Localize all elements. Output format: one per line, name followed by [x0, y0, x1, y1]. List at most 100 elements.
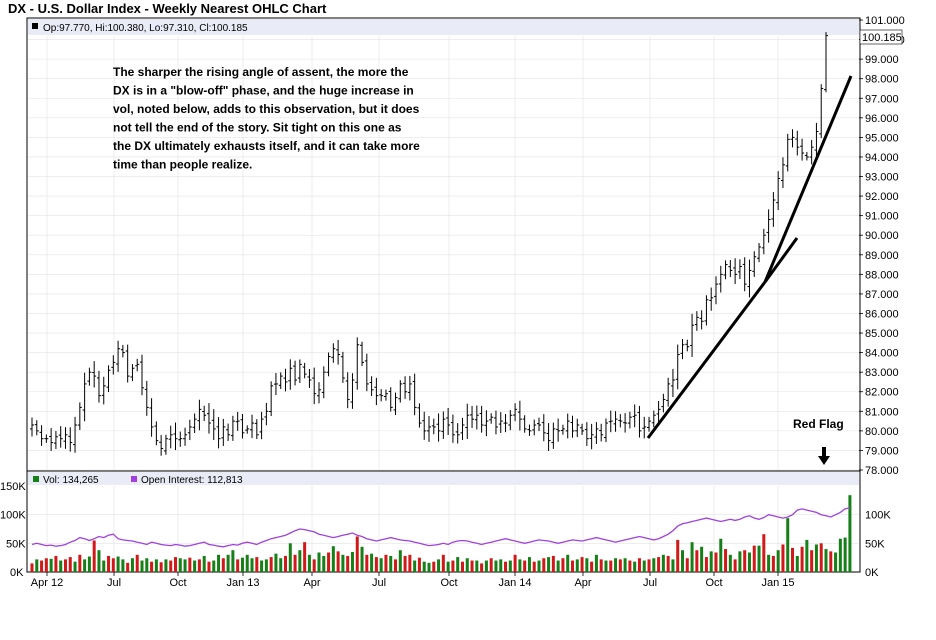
- ohlc-bar: [226, 423, 231, 441]
- volume-bar: [551, 555, 555, 572]
- volume-bar: [446, 561, 450, 572]
- ohlc-bar: [427, 415, 431, 442]
- volume-bar: [135, 554, 139, 572]
- y-tick-label: 94.000: [865, 152, 899, 164]
- volume-bar: [121, 559, 125, 572]
- ohlc-bar: [761, 228, 766, 255]
- ohlc-bar: [202, 405, 207, 421]
- ohlc-bar: [599, 423, 604, 442]
- ohlc-bar: [541, 414, 546, 442]
- volume-bar: [102, 560, 106, 572]
- y-tick-label: 81.000: [865, 406, 899, 418]
- volume-bar: [97, 550, 101, 572]
- ohlc-bar: [340, 351, 345, 383]
- ohlc-bar: [63, 427, 68, 449]
- ohlc-bar: [623, 413, 628, 433]
- ohlc-bar: [627, 411, 632, 429]
- volume-bar: [843, 537, 847, 572]
- volume-bar: [92, 540, 96, 572]
- y-tick-label: 85.000: [865, 328, 899, 340]
- ohlc-bar: [513, 403, 518, 422]
- volume-bar: [499, 559, 503, 572]
- ohlc-bar: [613, 411, 618, 432]
- ohlc-bar: [92, 361, 97, 388]
- volume-bar: [757, 545, 761, 572]
- volume-bar: [83, 559, 87, 572]
- ohlc-bar: [465, 403, 470, 440]
- y-tick-label: 93.000: [865, 172, 899, 184]
- volume-bar: [724, 549, 728, 572]
- y-tick-label: 87.000: [865, 289, 899, 301]
- x-tick-label: Oct: [440, 577, 457, 589]
- ohlc-bar: [168, 425, 173, 449]
- ohlc-bar: [489, 413, 494, 424]
- volume-bar: [379, 558, 383, 572]
- ohlc-bar: [455, 423, 460, 444]
- volume-bar: [260, 560, 264, 572]
- ohlc-bar: [312, 367, 317, 405]
- ohlc-bar: [336, 339, 341, 365]
- ohlc-bar: [345, 372, 350, 409]
- ohlc-bar: [594, 422, 599, 444]
- volume-bar: [489, 558, 493, 572]
- ohlc-bar: [618, 414, 623, 428]
- volume-bar: [685, 558, 689, 572]
- price-ohlc-header: Op:97.770, Hi:100.380, Lo:97.310, Cl:100…: [43, 23, 248, 34]
- volume-bar: [547, 557, 551, 572]
- volume-bar: [743, 550, 747, 572]
- volume-bar: [355, 536, 359, 572]
- y-tick-label: 96.000: [865, 113, 899, 125]
- volume-bar: [370, 553, 374, 572]
- volume-bar: [327, 552, 331, 572]
- ohlc-bar: [250, 414, 255, 439]
- ohlc-bar: [670, 368, 675, 397]
- volume-bar: [518, 559, 522, 572]
- ohlc-bar: [221, 418, 226, 446]
- ohlc-bar: [723, 260, 728, 280]
- ohlc-bar: [293, 360, 298, 386]
- volume-bar: [791, 547, 795, 572]
- ohlc-bar: [360, 341, 365, 366]
- volume-bar: [819, 543, 823, 572]
- ohlc-bar: [809, 139, 814, 165]
- volume-bar: [374, 557, 378, 572]
- ohlc-bar: [584, 422, 589, 446]
- ohlc-bar: [273, 373, 278, 396]
- volume-bar: [279, 558, 283, 572]
- ohlc-bar: [87, 367, 92, 386]
- ohlc-bar: [474, 405, 479, 430]
- volume-left-label: 0K: [10, 567, 24, 579]
- ohlc-bar: [216, 417, 221, 449]
- volume-bar: [341, 554, 345, 572]
- ohlc-bar: [560, 424, 565, 435]
- ohlc-bar: [398, 380, 403, 403]
- ohlc-bar: [694, 311, 699, 331]
- volume-bar: [250, 558, 254, 572]
- ohlc-bar: [331, 343, 336, 363]
- volume-bar: [537, 560, 541, 572]
- volume-bar: [169, 560, 173, 572]
- volume-bar: [130, 558, 134, 572]
- volume-bar: [78, 554, 82, 572]
- volume-bar: [781, 544, 785, 572]
- x-tick-label: Jul: [372, 577, 386, 589]
- ohlc-bar: [58, 426, 63, 448]
- volume-bar: [87, 556, 91, 572]
- volume-bar: [303, 542, 307, 572]
- ohlc-bar: [460, 417, 465, 440]
- volume-bar: [719, 538, 723, 572]
- volume-bar: [269, 557, 273, 572]
- ohlc-bar: [111, 355, 116, 375]
- volume-bar: [451, 560, 455, 572]
- volume-y-tick-label: 50K: [865, 538, 885, 550]
- annotation-line: not tell the end of the story. Sit tight…: [113, 121, 402, 135]
- annotation-line: DX is in a "blow-off" phase, and the hug…: [113, 84, 414, 98]
- volume-bar: [389, 555, 393, 572]
- ohlc-bar: [752, 251, 757, 277]
- volume-bar: [556, 560, 560, 572]
- ohlc-bar: [785, 133, 790, 172]
- volume-y-tick-label: 0K: [865, 567, 879, 579]
- volume-bar: [298, 550, 302, 572]
- ohlc-bar: [484, 410, 489, 437]
- ohlc-bar: [307, 369, 312, 388]
